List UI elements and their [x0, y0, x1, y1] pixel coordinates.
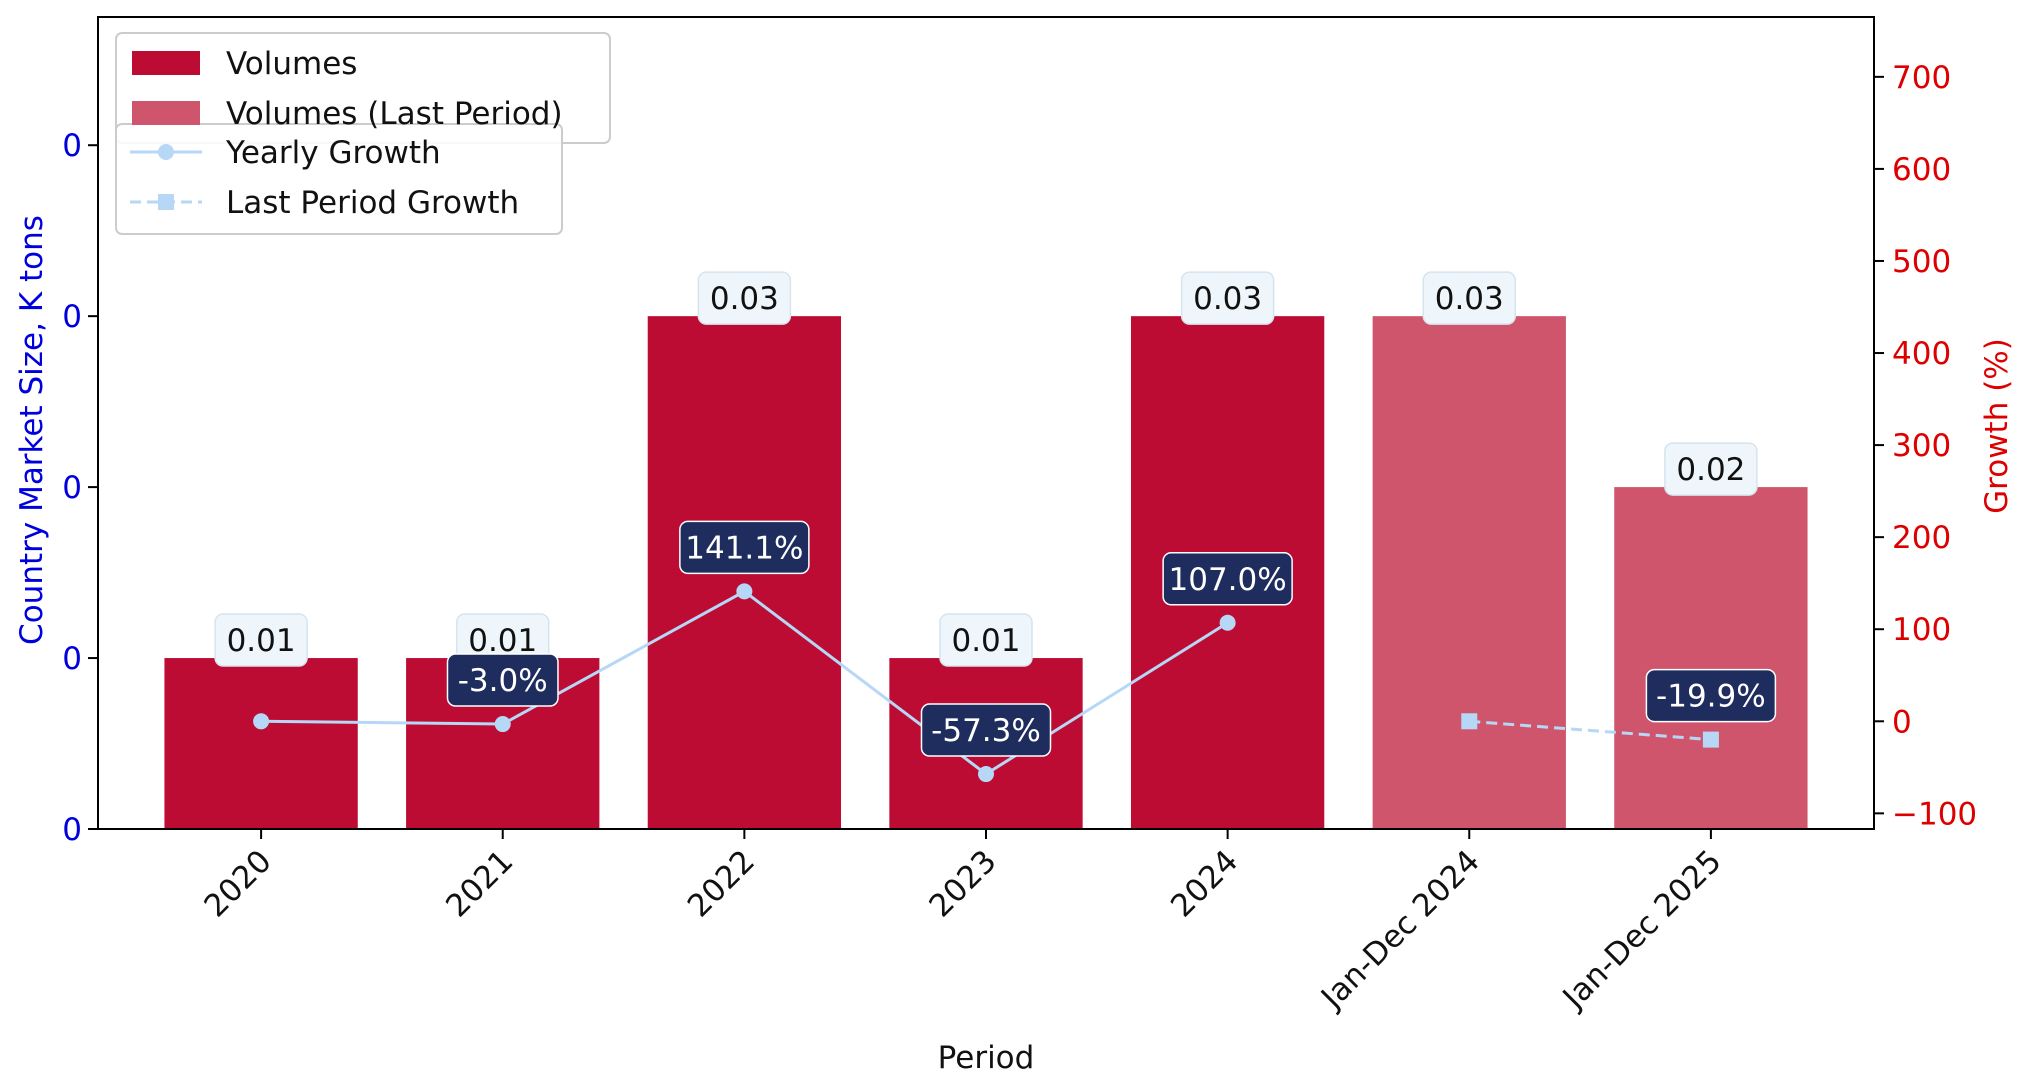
bar-label-0-4-box: [1180, 271, 1275, 325]
legend-label-1: Volumes (Last Period): [226, 96, 563, 132]
legend-marker-2: [158, 144, 174, 160]
bar-0-0: [164, 658, 358, 829]
growth-point-3-1: [1702, 731, 1719, 748]
bar-label-0-1-text: 0.01: [468, 623, 537, 659]
growth-point-2-3: [978, 766, 994, 783]
growth-point-2-1: [494, 716, 511, 733]
left-y-axis-title: Country Market Size, K tons: [14, 215, 50, 645]
bar-label-0-3: 0.01: [939, 613, 1033, 667]
legend-label-0: Volumes: [226, 46, 357, 82]
left-tick-label-0: 0: [62, 812, 82, 848]
bar-1-6: [1614, 487, 1808, 829]
growth-label-2-4-box: [1162, 552, 1293, 606]
growth-label-3-6-text: -19.9%: [1656, 679, 1766, 715]
growth-label-3-6: -19.9%: [1645, 668, 1777, 723]
right-y-axis-title: Growth (%): [1979, 338, 2015, 514]
legend-swatch-1: [132, 101, 200, 125]
bar-label-0-0: 0.01: [214, 613, 308, 667]
bar-label-1-5-text: 0.03: [1435, 281, 1504, 317]
x-axis-title: Period: [938, 1040, 1035, 1076]
growth-point-3-0: [1461, 713, 1478, 730]
bar-label-1-6-box: [1664, 442, 1758, 496]
growth-label-2-4-text: 107.0%: [1169, 562, 1287, 598]
right-tick-label-3: 200: [1892, 520, 1951, 556]
legend-swatch-0: [132, 51, 200, 75]
bar-label-0-2-box: [697, 271, 792, 325]
bar-label-0-2: 0.03: [697, 271, 792, 325]
bar-label-1-6-text: 0.02: [1676, 452, 1745, 488]
growth-label-2-1-text: -3.0%: [458, 663, 548, 699]
bar-label-0-3-text: 0.01: [951, 623, 1020, 659]
x-tick-label-6: Jan-Dec 2025: [1555, 843, 1729, 1017]
right-tick-label-6: 500: [1892, 244, 1951, 280]
bar-label-0-0-text: 0.01: [227, 623, 296, 659]
bar-label-0-4-text: 0.03: [1193, 281, 1262, 317]
growth-label-2-1-box: [446, 653, 559, 707]
growth-label-2-2-box: [679, 520, 810, 575]
legend: Volumes Volumes (Last Period)Yearly Growt…: [115, 32, 611, 235]
legend-label-3: Last Period Growth: [226, 185, 519, 221]
growth-line-3: [1469, 719, 1712, 742]
growth-label-2-4: 107.0%: [1162, 552, 1293, 606]
right-tick-label-4: 300: [1892, 428, 1951, 464]
growth-point-2-0: [253, 713, 270, 730]
bar-label-1-6: 0.02: [1664, 442, 1758, 496]
growth-label-2-2-text: 141.1%: [685, 530, 803, 566]
growth-label-2-1: -3.0%: [446, 653, 559, 707]
right-tick-label-5: 400: [1892, 336, 1951, 372]
growth-label-2-2: 141.1%: [679, 520, 810, 575]
bar-1-5: [1372, 316, 1566, 829]
left-tick-label-4: 0: [62, 128, 82, 164]
x-tick-label-2: 2022: [681, 843, 762, 924]
right-tick-label-0: −100: [1892, 796, 1977, 832]
left-tick-label-2: 0: [62, 470, 82, 506]
growth-label-2-3-text: -57.3%: [931, 713, 1041, 749]
bar-label-0-1: 0.01: [455, 613, 550, 667]
left-tick-label-1: 0: [62, 641, 82, 677]
right-tick-label-2: 100: [1892, 612, 1951, 648]
growth-label-3-6-box: [1645, 668, 1777, 723]
x-tick-label-1: 2021: [439, 843, 520, 924]
growth-lines-layer: [253, 583, 1719, 783]
growth-point-2-4: [1219, 614, 1236, 631]
bar-label-1-5: 0.03: [1422, 271, 1517, 325]
x-tick-label-5: Jan-Dec 2024: [1313, 843, 1487, 1017]
bar-label-1-5-box: [1422, 271, 1517, 325]
right-tick-label-7: 600: [1892, 152, 1951, 188]
bar-label-0-4: 0.03: [1180, 271, 1275, 325]
growth-label-2-3: -57.3%: [920, 703, 1052, 757]
bar-label-0-3-box: [939, 613, 1033, 667]
right-tick-label-1: 0: [1892, 704, 1912, 740]
legend-label-2: Yearly Growth: [225, 135, 441, 171]
growth-point-2-2: [736, 583, 753, 600]
x-tick-label-4: 2024: [1164, 843, 1245, 924]
bar-label-0-0-box: [214, 613, 308, 667]
data-labels-layer: 0.01 0.01 0.03 0.01 0.03 0.03 0.02 -3.0% 141.1% -…: [214, 271, 1777, 757]
growth-label-2-3-box: [920, 703, 1052, 757]
x-tick-label-0: 2020: [198, 843, 279, 924]
x-tick-label-3: 2023: [922, 843, 1003, 924]
legend-box-growth: [115, 123, 563, 235]
legend-marker-3: [158, 194, 174, 210]
left-tick-label-3: 0: [62, 299, 82, 335]
bar-label-0-2-text: 0.03: [710, 281, 779, 317]
right-tick-label-8: 700: [1892, 60, 1951, 96]
